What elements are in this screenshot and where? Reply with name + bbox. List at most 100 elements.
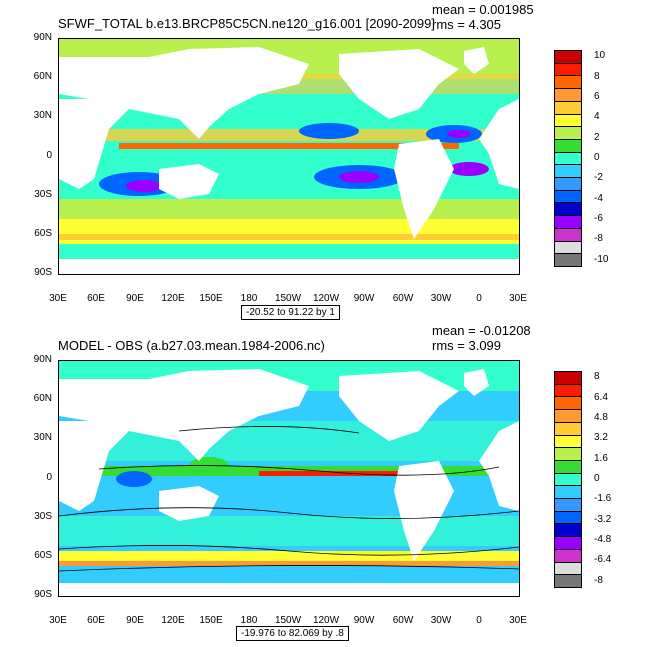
south-atlantic-min — [449, 162, 489, 176]
indian-ocean-min — [116, 471, 152, 487]
bottom-lon-label: 90W — [353, 615, 375, 626]
colorbar-label: 4.8 — [594, 412, 608, 423]
colorbar-label: 3.2 — [594, 432, 608, 444]
colorbar-swatch — [554, 189, 582, 204]
contour-lines — [59, 426, 519, 572]
bottom-panel-title: MODEL - OBS (a.b27.03.mean.1984-2006.nc) — [58, 338, 325, 353]
colorbar-swatch — [554, 383, 582, 398]
bottom-lon-label: 120E — [161, 615, 185, 626]
bottom-rms-stat: rms = 3.099 — [432, 338, 502, 353]
colorbar-label: 4 — [594, 111, 600, 123]
bottom-lat-label-60n: 60N — [33, 393, 52, 404]
southern-orange-band — [59, 234, 519, 240]
colorbar-label: -6 — [594, 212, 603, 224]
maritime-continent-max — [189, 457, 229, 475]
top-lon-label: 60E — [87, 293, 105, 304]
colorbar-swatch — [554, 253, 582, 267]
land-greenland — [464, 369, 489, 396]
land-africa-west — [479, 99, 519, 189]
colorbar-swatch — [554, 75, 582, 90]
colorbar-label: 8 — [594, 70, 600, 82]
bottom-lon-label: 60E — [87, 615, 105, 626]
bottom-lat-label-90s: 90S — [34, 589, 52, 600]
colorbar-swatch — [554, 240, 582, 255]
colorbar-swatch — [554, 472, 582, 487]
colorbar-label: 0 — [594, 152, 600, 163]
top-lon-label: 30W — [430, 293, 452, 304]
bottom-lat-label-60s: 60S — [34, 550, 52, 561]
colorbar-swatch — [554, 485, 582, 500]
colorbar-label: -2 — [594, 172, 603, 184]
colorbar-swatch — [554, 409, 582, 423]
colorbar-swatch — [554, 88, 582, 102]
colorbar-label: 1.6 — [594, 452, 608, 464]
bottom-contour-interval: -19.976 to 82.069 by .8 — [236, 626, 349, 641]
top-panel: SFWF_TOTAL b.e13.BRCP85C5CN.ne120_g16.00… — [33, 2, 609, 320]
colorbar-swatch — [554, 459, 582, 474]
itcz-core — [119, 143, 459, 149]
contour-line — [59, 545, 519, 556]
top-map — [58, 38, 520, 275]
bottom-lon-label: 120W — [312, 615, 340, 626]
bottom-lon-label: 30W — [430, 615, 452, 626]
southern-yellow-band — [59, 219, 519, 244]
top-panel-title: SFWF_TOTAL b.e13.BRCP85C5CN.ne120_g16.00… — [58, 16, 435, 31]
bottom-map — [58, 360, 520, 597]
land-africa-west — [479, 421, 519, 511]
bottom-panel: MODEL - OBS (a.b27.03.mean.1984-2006.nc)… — [0, 323, 647, 647]
contour-line — [178, 426, 360, 434]
bottom-lon-label: 150W — [274, 615, 302, 626]
colorbar-swatch — [554, 100, 582, 115]
colorbar-label: 0 — [594, 473, 600, 484]
land-antarctica — [59, 259, 519, 274]
top-lon-label: 90W — [353, 293, 375, 304]
colorbar-swatch — [554, 138, 582, 153]
bottom-lon-label: 90E — [126, 615, 144, 626]
indian-ocean-min-core — [126, 180, 162, 192]
top-lat-label-30n: 30N — [33, 110, 52, 121]
land-masses — [59, 369, 519, 596]
land-antarctica — [59, 583, 519, 596]
colorbar-label: -1.6 — [594, 493, 612, 505]
top-lon-label: 90E — [126, 293, 144, 304]
colorbar-swatch — [554, 371, 582, 385]
bottom-lon-label: 180 — [240, 615, 258, 626]
bottom-mean-stat: mean = -0.01208 — [432, 323, 531, 338]
colorbar-swatch — [554, 151, 582, 166]
colorbar-label: -4.8 — [594, 533, 612, 545]
colorbar-label: 2 — [594, 131, 600, 143]
top-lat-label-30s: 30S — [34, 189, 52, 200]
colorbar-swatch — [554, 396, 582, 411]
top-lon-label: 180 — [240, 293, 258, 304]
colorbar-label: -4 — [594, 192, 603, 204]
top-lat-label-60s: 60S — [34, 228, 52, 239]
land-masses — [59, 47, 519, 274]
colorbar-label: -6.4 — [594, 554, 612, 566]
southern-orange-band — [59, 561, 519, 566]
north-pacific-min — [299, 123, 359, 139]
contour-line — [59, 565, 519, 572]
top-lat-label-90s: 90S — [34, 267, 52, 278]
itcz-band — [59, 129, 519, 141]
south-pacific-min-core — [339, 171, 379, 183]
colorbar-label: 8 — [594, 371, 600, 383]
colorbar-swatch — [554, 510, 582, 525]
top-lon-label: 60W — [392, 293, 414, 304]
land-eurasia — [59, 369, 309, 461]
contour-line — [59, 507, 519, 519]
land-eurasia — [59, 47, 309, 139]
top-lon-label: 150E — [199, 293, 223, 304]
top-mean-stat: mean = 0.001985 — [432, 2, 534, 17]
land-greenland — [464, 47, 489, 74]
contour-line — [98, 465, 500, 476]
top-lon-label: 120E — [161, 293, 185, 304]
top-lon-label: 150W — [274, 293, 302, 304]
colorbar-swatch — [554, 498, 582, 512]
top-lon-label: 120W — [312, 293, 340, 304]
top-lat-label-60n: 60N — [33, 71, 52, 82]
colorbar-label: -10 — [594, 253, 609, 265]
southern-band — [59, 516, 519, 546]
colorbar-swatch — [554, 421, 582, 436]
top-contour-interval: -20.52 to 91.22 by 1 — [241, 305, 340, 320]
top-rms-stat: rms = 4.305 — [432, 17, 502, 32]
